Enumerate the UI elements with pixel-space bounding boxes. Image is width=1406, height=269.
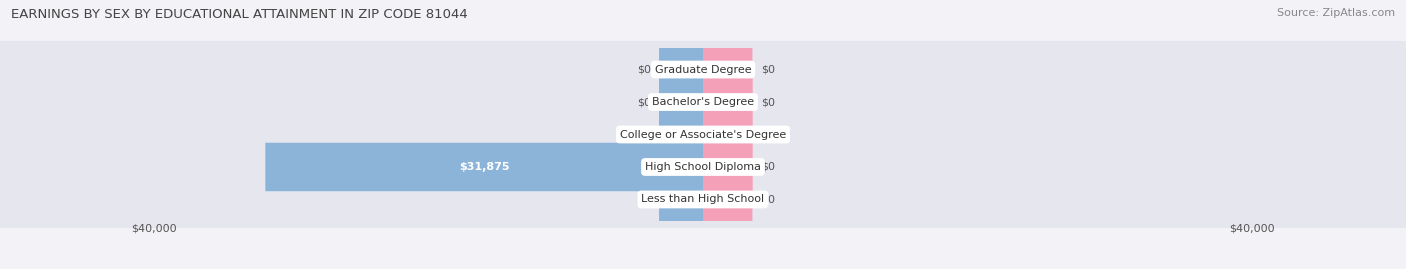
Text: High School Diploma: High School Diploma — [645, 162, 761, 172]
FancyBboxPatch shape — [0, 41, 1406, 98]
FancyBboxPatch shape — [703, 78, 752, 126]
Text: $31,875: $31,875 — [458, 162, 509, 172]
Text: $0: $0 — [761, 65, 775, 75]
FancyBboxPatch shape — [703, 45, 752, 94]
Text: Source: ZipAtlas.com: Source: ZipAtlas.com — [1277, 8, 1395, 18]
Text: $0: $0 — [761, 129, 775, 140]
FancyBboxPatch shape — [0, 138, 1406, 196]
Text: $0: $0 — [637, 97, 651, 107]
FancyBboxPatch shape — [0, 106, 1406, 163]
FancyBboxPatch shape — [659, 45, 703, 94]
FancyBboxPatch shape — [659, 78, 703, 126]
Text: Less than High School: Less than High School — [641, 194, 765, 204]
FancyBboxPatch shape — [266, 143, 703, 191]
Text: $0: $0 — [637, 65, 651, 75]
FancyBboxPatch shape — [659, 175, 703, 224]
Text: $0: $0 — [637, 129, 651, 140]
FancyBboxPatch shape — [703, 175, 752, 224]
Text: Bachelor's Degree: Bachelor's Degree — [652, 97, 754, 107]
Text: EARNINGS BY SEX BY EDUCATIONAL ATTAINMENT IN ZIP CODE 81044: EARNINGS BY SEX BY EDUCATIONAL ATTAINMEN… — [11, 8, 468, 21]
Text: $0: $0 — [761, 162, 775, 172]
FancyBboxPatch shape — [703, 143, 752, 191]
FancyBboxPatch shape — [659, 110, 703, 159]
FancyBboxPatch shape — [0, 73, 1406, 131]
Text: $0: $0 — [761, 97, 775, 107]
Text: $0: $0 — [637, 194, 651, 204]
Text: Graduate Degree: Graduate Degree — [655, 65, 751, 75]
FancyBboxPatch shape — [0, 171, 1406, 228]
Text: College or Associate's Degree: College or Associate's Degree — [620, 129, 786, 140]
FancyBboxPatch shape — [703, 110, 752, 159]
Text: $0: $0 — [761, 194, 775, 204]
